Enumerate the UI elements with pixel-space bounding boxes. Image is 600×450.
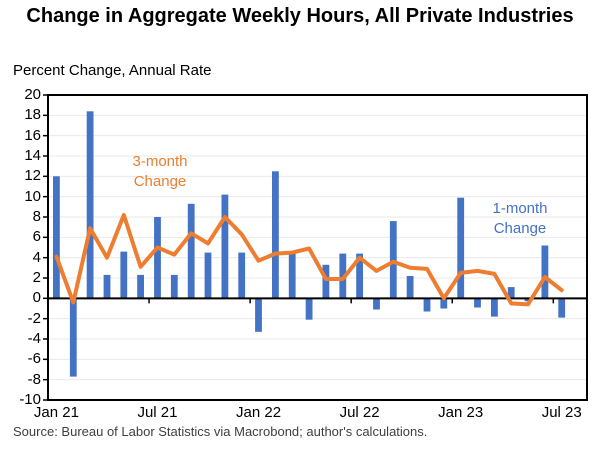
y-axis-label: -4 xyxy=(27,330,41,347)
y-axis-label: -6 xyxy=(27,350,41,368)
y-axis-label: 18 xyxy=(24,106,41,124)
bar-1-month-change xyxy=(558,298,566,318)
bar-1-month-change xyxy=(440,298,448,309)
y-axis-title: Percent Change, Annual Rate xyxy=(13,62,212,79)
x-axis-label: Jul 23 xyxy=(541,404,582,421)
bar-1-month-change xyxy=(255,298,262,332)
y-axis-label: 20 xyxy=(24,86,41,103)
bar-1-month-change xyxy=(187,203,195,299)
bar-1-month-change xyxy=(69,298,77,377)
bar-1-month-change xyxy=(491,298,498,317)
y-axis-label: 14 xyxy=(24,147,41,164)
annotation-1-month-change: 1-month Change xyxy=(492,200,548,237)
bar-1-month-change xyxy=(170,274,178,299)
x-axis-label: Jan 22 xyxy=(236,404,282,421)
bar-1-month-change xyxy=(524,298,532,302)
bar-1-month-change xyxy=(541,245,549,299)
chart-title: Change in Aggregate Weekly Hours, All Pr… xyxy=(26,5,574,27)
source-note: Source: Bureau of Labor Statistics via M… xyxy=(13,424,428,439)
annotation-3-month-change: 3-month Change xyxy=(132,153,188,190)
bar-1-month-change xyxy=(221,194,229,299)
y-axis-label: 16 xyxy=(24,126,41,144)
bar-1-month-change xyxy=(423,298,431,312)
bar-1-month-change xyxy=(120,251,128,299)
y-axis-label: 12 xyxy=(24,167,41,185)
bar-1-month-change xyxy=(356,253,363,299)
x-axis-label: Jan 21 xyxy=(33,404,79,421)
bar-1-month-change xyxy=(86,111,94,299)
bar-1-month-change xyxy=(204,252,212,299)
y-axis-label: -2 xyxy=(27,309,41,327)
y-axis-label: 6 xyxy=(32,228,41,246)
x-axis-label: Jul 21 xyxy=(137,404,178,421)
y-axis-label: -8 xyxy=(27,370,41,388)
bar-1-month-change xyxy=(238,252,246,299)
bar-1-month-change xyxy=(272,171,279,299)
y-axis-label: 10 xyxy=(24,187,41,205)
bar-1-month-change xyxy=(457,197,465,299)
y-axis-label: 8 xyxy=(32,208,41,225)
x-axis-label: Jul 22 xyxy=(339,404,380,421)
bar-1-month-change xyxy=(154,217,161,299)
bar-1-month-change xyxy=(474,298,481,308)
bar-1-month-change xyxy=(406,276,414,299)
plot-border xyxy=(47,94,588,401)
bar-1-month-change xyxy=(322,264,330,299)
y-axis-label: 4 xyxy=(32,248,41,266)
x-axis-label: Jan 23 xyxy=(438,404,484,421)
bar-1-month-change xyxy=(103,274,111,299)
bar-1-month-change xyxy=(137,274,144,299)
bar-1-month-change xyxy=(507,287,515,299)
y-axis-label: 0 xyxy=(32,289,41,307)
bar-1-month-change xyxy=(305,298,313,320)
y-axis-label: 2 xyxy=(32,269,41,286)
y-axis-label: -10 xyxy=(19,391,41,408)
bar-1-month-change xyxy=(288,253,296,299)
bar-1-month-change xyxy=(373,298,380,310)
line-3-month-change xyxy=(54,213,564,307)
bar-1-month-change xyxy=(53,176,60,299)
